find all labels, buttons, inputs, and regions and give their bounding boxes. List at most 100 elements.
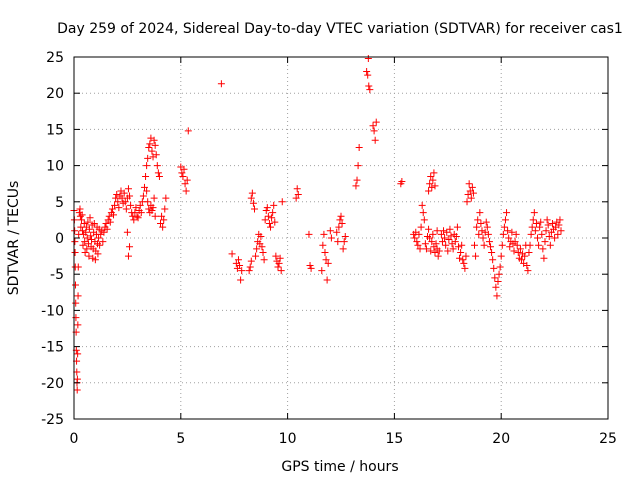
data-point (538, 230, 546, 238)
data-point (144, 154, 152, 162)
data-point (462, 252, 470, 260)
data-point (489, 256, 497, 264)
data-point (363, 67, 371, 75)
data-point (430, 169, 438, 177)
data-point (319, 241, 327, 249)
data-point (431, 182, 439, 190)
y-tick-labels: -25 -20 -15 -10 -5 0 5 10 15 20 25 (41, 50, 64, 428)
data-point (250, 205, 258, 213)
data-point (326, 227, 334, 235)
data-point (321, 248, 329, 256)
data-point (182, 187, 190, 195)
data-point (441, 234, 449, 242)
data-point (551, 234, 559, 242)
data-point (431, 248, 439, 256)
data-point (133, 212, 141, 220)
y-tick-label: 5 (55, 195, 64, 211)
data-point (468, 183, 476, 191)
data-point (142, 172, 150, 180)
data-point (499, 230, 507, 238)
data-point (454, 243, 462, 251)
data-point (487, 243, 495, 251)
data-point (264, 212, 272, 220)
data-point (151, 212, 159, 220)
data-point (338, 220, 346, 228)
data-point (111, 201, 119, 209)
data-point (71, 238, 79, 246)
data-point (249, 199, 257, 207)
data-point (274, 263, 282, 271)
x-tick-label: 10 (279, 431, 297, 447)
data-point (426, 234, 434, 242)
data-point (335, 223, 343, 231)
data-point (539, 245, 547, 253)
data-point (495, 270, 503, 278)
data-point (529, 216, 537, 224)
data-point (488, 248, 496, 256)
data-point (143, 187, 151, 195)
data-point (80, 220, 88, 228)
data-point (425, 187, 433, 195)
data-point (76, 205, 84, 213)
data-point (494, 277, 502, 285)
data-point (253, 245, 261, 253)
data-point (532, 220, 540, 228)
data-point (416, 245, 424, 253)
data-point (541, 238, 549, 246)
data-point (446, 225, 454, 233)
data-point (158, 212, 166, 220)
data-point (113, 191, 121, 199)
data-point (491, 274, 499, 282)
data-point (247, 257, 255, 265)
data-point (467, 194, 475, 202)
data-point (145, 205, 153, 213)
data-point (275, 259, 283, 267)
data-point (415, 230, 423, 238)
data-point (364, 71, 372, 79)
y-tick-label: -5 (50, 267, 64, 283)
data-point (130, 216, 138, 224)
x-axis-label: GPS time / hours (281, 459, 398, 475)
data-point (442, 241, 450, 249)
data-point (524, 267, 532, 275)
x-tick-label: 20 (492, 431, 510, 447)
data-point (150, 194, 158, 202)
data-point (445, 235, 453, 243)
data-point (114, 198, 122, 206)
data-point (91, 256, 99, 264)
data-point (234, 256, 242, 264)
x-tick-labels: 0 5 10 15 20 25 (70, 431, 617, 447)
data-point (365, 82, 373, 90)
data-point (149, 204, 157, 212)
data-point (71, 227, 79, 235)
data-point (81, 248, 89, 256)
y-tick-label: 20 (46, 86, 64, 102)
data-point (323, 276, 331, 284)
data-point (504, 227, 512, 235)
data-point (453, 223, 461, 231)
data-point (543, 216, 551, 224)
data-point (137, 209, 145, 217)
data-point (525, 248, 533, 256)
data-point (527, 230, 535, 238)
data-point (268, 214, 276, 222)
data-point (421, 240, 429, 248)
data-point (292, 194, 300, 202)
data-point (521, 252, 529, 260)
data-point (131, 209, 139, 217)
data-point (124, 252, 132, 260)
data-point (496, 263, 504, 271)
data-point (272, 252, 280, 260)
data-point (457, 248, 465, 256)
data-point (327, 234, 335, 242)
data-point (122, 205, 130, 213)
data-point (429, 230, 437, 238)
data-point (461, 264, 469, 272)
data-point (537, 218, 545, 226)
data-point (545, 233, 553, 241)
data-point (269, 209, 277, 217)
data-point (484, 230, 492, 238)
data-point (318, 267, 326, 275)
data-point (557, 227, 565, 235)
